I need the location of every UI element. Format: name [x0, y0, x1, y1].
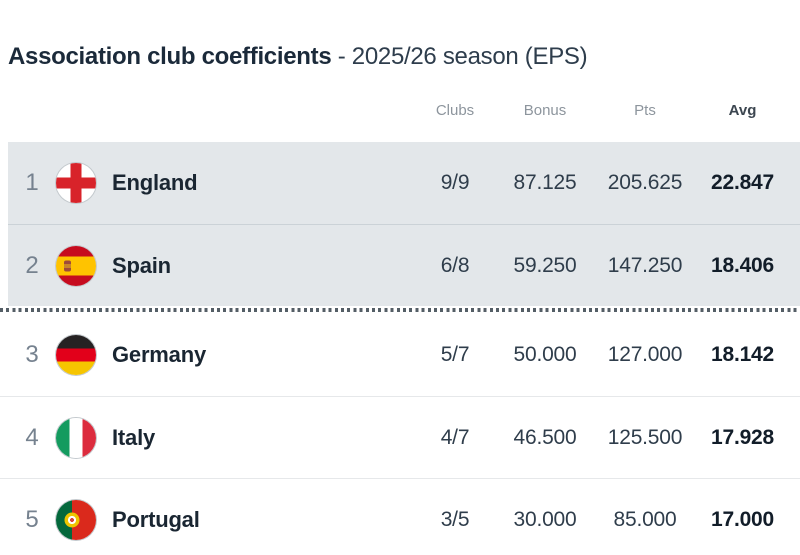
column-header-clubs: Clubs: [435, 102, 475, 119]
column-header-bonus: Bonus: [523, 102, 567, 119]
country-name: Germany: [112, 342, 206, 367]
table-row-england: 1 England 9/9 87.125 205.625 22.847: [8, 142, 800, 224]
clubs-value: 3/5: [440, 507, 470, 531]
page-title: Association club coefficients - 2025/26 …: [8, 42, 800, 72]
portugal-flag-icon: [56, 499, 96, 540]
qualification-cutoff-line: [0, 308, 800, 312]
country-name: Italy: [112, 424, 156, 450]
bonus-value: 46.500: [513, 425, 577, 449]
clubs-value: 6/8: [440, 253, 470, 277]
page-title-suffix: - 2025/26 season (EPS): [337, 43, 588, 70]
bonus-value: 30.000: [513, 507, 577, 531]
table-header-row: Clubs Bonus Pts Avg: [0, 90, 800, 126]
qualification-zone-block: 1 England 9/9 87.125 205.625 22.847 2 Sp…: [8, 142, 800, 306]
table-body-rest: 3 Germany 5/7 50.000 127.000 18.142 4 It…: [0, 314, 800, 555]
england-flag-icon: [56, 163, 96, 203]
pts-value: 125.500: [607, 425, 683, 449]
clubs-value: 4/7: [440, 425, 470, 449]
clubs-value: 5/7: [440, 343, 470, 366]
rank-number: 1: [25, 169, 39, 196]
column-header-pts: Pts: [634, 102, 656, 119]
avg-value: 17.928: [710, 425, 775, 449]
avg-value: 17.000: [710, 507, 775, 531]
germany-flag-icon: [56, 335, 96, 375]
spain-flag-icon: [56, 245, 96, 286]
column-header-avg: Avg: [728, 102, 757, 119]
bonus-value: 59.250: [513, 253, 577, 277]
table-row-spain: 2 Spain 6/8 59.250 147.250 18.406: [8, 224, 800, 306]
pts-value: 127.000: [607, 343, 683, 366]
rank-number: 4: [25, 423, 39, 451]
avg-value: 22.847: [710, 171, 775, 194]
country-name: Spain: [112, 252, 171, 278]
country-name: Portugal: [112, 506, 200, 532]
bonus-value: 50.000: [513, 343, 577, 366]
pts-value: 205.625: [607, 171, 683, 194]
avg-value: 18.142: [710, 343, 775, 366]
pts-value: 85.000: [613, 507, 677, 531]
pts-value: 147.250: [607, 253, 683, 277]
avg-value: 18.406: [710, 253, 775, 277]
page-title-main: Association club coefficients: [8, 43, 332, 70]
table-row-portugal: 5 Portugal 3/5 30.000 85.000 17.000: [0, 478, 800, 555]
country-name: England: [112, 170, 198, 195]
table-row-italy: 4 Italy 4/7 46.500 125.500 17.928: [0, 396, 800, 478]
rank-number: 3: [25, 341, 39, 368]
rank-number: 2: [25, 251, 39, 279]
clubs-value: 9/9: [440, 171, 470, 194]
table-row-germany: 3 Germany 5/7 50.000 127.000 18.142: [0, 314, 800, 396]
rank-number: 5: [25, 505, 39, 533]
bonus-value: 87.125: [513, 171, 577, 194]
italy-flag-icon: [56, 417, 96, 458]
